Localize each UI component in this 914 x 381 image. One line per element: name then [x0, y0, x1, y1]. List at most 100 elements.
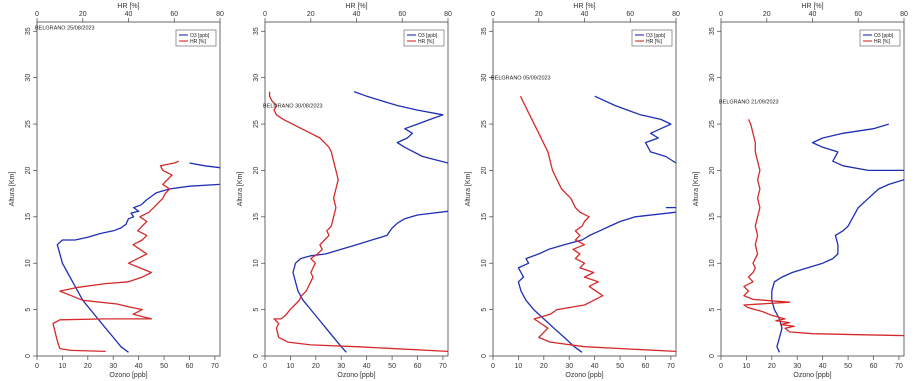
series-line [517, 211, 676, 353]
x-axis-title: Ozono [ppb] [565, 372, 603, 379]
y-tick-label: 20 [25, 166, 32, 174]
x2-tick-label: 20 [307, 11, 315, 18]
y-tick-label: 15 [253, 213, 260, 221]
x-tick-label: 60 [642, 363, 650, 370]
legend-box [175, 29, 217, 47]
y-tick-label: 30 [25, 74, 32, 82]
x-tick-label: 10 [59, 363, 67, 370]
x2-tick-label: 20 [535, 11, 543, 18]
x-tick-label: 20 [768, 363, 776, 370]
x-tick-label: 50 [616, 363, 624, 370]
x-tick-label: 50 [388, 363, 396, 370]
series-line [292, 210, 448, 353]
legend-label: HR [%] [646, 39, 662, 45]
x-tick-label: 20 [312, 363, 320, 370]
x-axis-title: Ozono [ppb] [109, 372, 147, 379]
legend-box [859, 29, 901, 47]
plot-frame [492, 21, 677, 357]
x-tick-label: 60 [186, 363, 194, 370]
x-tick-label: 60 [870, 363, 878, 370]
y-tick-label: 5 [25, 308, 32, 312]
x-tick-label: 50 [844, 363, 852, 370]
plot-frame [264, 21, 449, 357]
legend-label: O3 [ppb] [190, 33, 210, 39]
x2-axis-title: HR [%] [573, 3, 595, 10]
x-tick-label: 30 [109, 363, 117, 370]
panel-annotation: BELGRANO 25/08/2023 [35, 25, 95, 31]
chart-svg: 0 10 20 30 40 50 60 70 0 20 40 60 80 0 5 10 15 20 25 30 35 Oz… [693, 3, 908, 379]
y-tick-label: 15 [709, 213, 716, 221]
y-axis-title: Altura [Km] [693, 172, 700, 207]
series-line [594, 95, 676, 164]
panel-4: 0 10 20 30 40 50 60 70 0 20 40 60 80 0 5 10 15 20 25 30 35 Oz… [684, 0, 914, 381]
series-line [189, 162, 220, 169]
series-line [519, 95, 676, 353]
y-tick-label: 0 [481, 354, 488, 358]
series-line [353, 90, 448, 164]
y-tick-label: 30 [709, 74, 716, 82]
x2-tick-label: 40 [809, 11, 817, 18]
x2-axis-title: HR [%] [345, 3, 367, 10]
x-tick-label: 0 [491, 363, 495, 370]
x2-tick-label: 20 [79, 11, 87, 18]
y-tick-label: 35 [481, 27, 488, 35]
x2-tick-label: 40 [353, 11, 361, 18]
legend-box [631, 29, 673, 47]
x2-tick-label: 80 [216, 11, 224, 18]
x2-tick-label: 60 [170, 11, 178, 18]
x-tick-label: 70 [667, 363, 675, 370]
x-axis-title: Ozono [ppb] [793, 372, 831, 379]
chart-svg: 0 10 20 30 40 50 60 70 0 20 40 60 80 0 5 10 15 20 25 30 35 Oz… [9, 3, 224, 379]
x2-tick-label: 0 [491, 11, 495, 18]
x-tick-label: 40 [819, 363, 827, 370]
plot-frame [720, 21, 905, 357]
x2-tick-label: 60 [626, 11, 634, 18]
x2-axis-title: HR [%] [117, 3, 139, 10]
y-tick-label: 30 [253, 74, 260, 82]
x2-tick-label: 40 [125, 11, 133, 18]
series-line [268, 91, 448, 353]
legend-label: HR [%] [418, 39, 434, 45]
x2-tick-label: 80 [672, 11, 680, 18]
panel-3: 0 10 20 30 40 50 60 70 0 20 40 60 80 0 5 10 15 20 25 30 35 Oz… [456, 0, 684, 381]
panel-annotation: BELGRANO 05/09/2023 [491, 76, 551, 82]
x-tick-label: 40 [591, 363, 599, 370]
y-axis-title: Altura [Km] [237, 172, 244, 207]
series-line [743, 119, 904, 337]
x-tick-label: 10 [743, 363, 751, 370]
x-tick-label: 70 [895, 363, 903, 370]
x-tick-label: 60 [414, 363, 422, 370]
y-tick-label: 25 [709, 120, 716, 128]
x2-tick-label: 0 [719, 11, 723, 18]
y-tick-label: 35 [25, 27, 32, 35]
y-tick-label: 25 [253, 120, 260, 128]
x-tick-label: 30 [565, 363, 573, 370]
chart-svg: 0 10 20 30 40 50 60 70 0 20 40 60 80 0 5 10 15 20 25 30 35 Oz… [465, 3, 680, 379]
y-axis-title: Altura [Km] [9, 172, 16, 207]
y-tick-label: 35 [253, 27, 260, 35]
y-tick-label: 0 [253, 354, 260, 358]
x-tick-label: 40 [363, 363, 371, 370]
x-tick-label: 70 [439, 363, 447, 370]
y-tick-label: 25 [25, 120, 32, 128]
y-tick-label: 30 [481, 74, 488, 82]
x-axis-title: Ozono [ppb] [337, 372, 375, 379]
x2-tick-label: 80 [444, 11, 452, 18]
y-tick-label: 20 [253, 166, 260, 174]
y-tick-label: 5 [253, 308, 260, 312]
x-tick-label: 20 [84, 363, 92, 370]
x2-tick-label: 80 [900, 11, 908, 18]
panel-2: 0 10 20 30 40 50 60 70 0 20 40 60 80 0 5 10 15 20 25 30 35 Oz… [228, 0, 456, 381]
series-line [56, 183, 220, 353]
x-tick-label: 0 [719, 363, 723, 370]
y-tick-label: 5 [709, 308, 716, 312]
y-axis-title: Altura [Km] [465, 172, 472, 207]
y-tick-label: 10 [253, 259, 260, 267]
y-tick-label: 15 [481, 213, 488, 221]
legend-label: O3 [ppb] [418, 33, 438, 39]
x2-tick-label: 0 [263, 11, 267, 18]
y-tick-label: 20 [481, 166, 488, 174]
x-tick-label: 0 [263, 363, 267, 370]
x2-axis-title: HR [%] [801, 3, 823, 10]
legend-label: O3 [ppb] [646, 33, 666, 39]
